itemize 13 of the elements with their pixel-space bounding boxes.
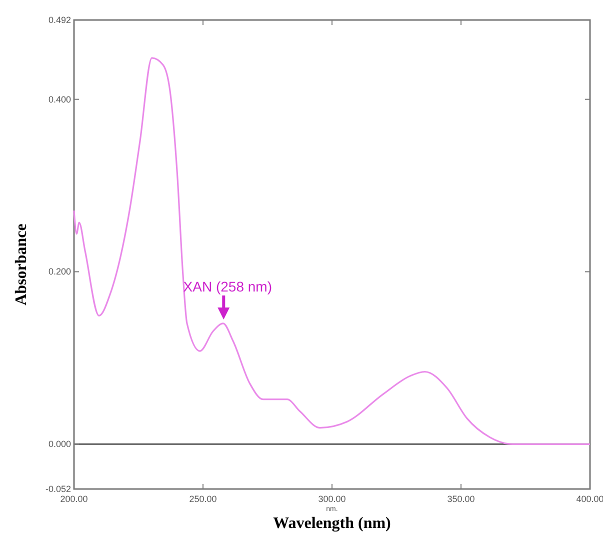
y-tick-label: 0.492	[48, 15, 71, 25]
annotation: XAN (258 nm)	[183, 278, 272, 294]
y-axis-title: Absorbance	[13, 224, 30, 306]
x-axis-title: Wavelength (nm)	[273, 515, 391, 532]
x-tick-label: 350.00	[447, 494, 475, 504]
y-tick-label: 0.000	[48, 439, 71, 450]
x-tick-label: 200.00	[60, 494, 88, 504]
line-series	[73, 57, 591, 445]
y-tick-label: 0.200	[48, 266, 71, 277]
y-tick-label: -0.052	[45, 484, 71, 494]
y-tick-label: 0.400	[48, 94, 71, 104]
x-tick-label: 300.00	[318, 494, 346, 504]
x-tick-label: 250.00	[189, 494, 217, 504]
